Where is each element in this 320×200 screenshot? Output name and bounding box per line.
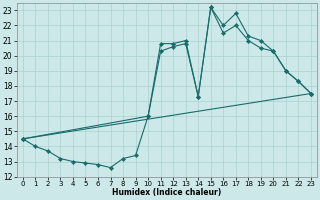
X-axis label: Humidex (Indice chaleur): Humidex (Indice chaleur) bbox=[112, 188, 221, 197]
